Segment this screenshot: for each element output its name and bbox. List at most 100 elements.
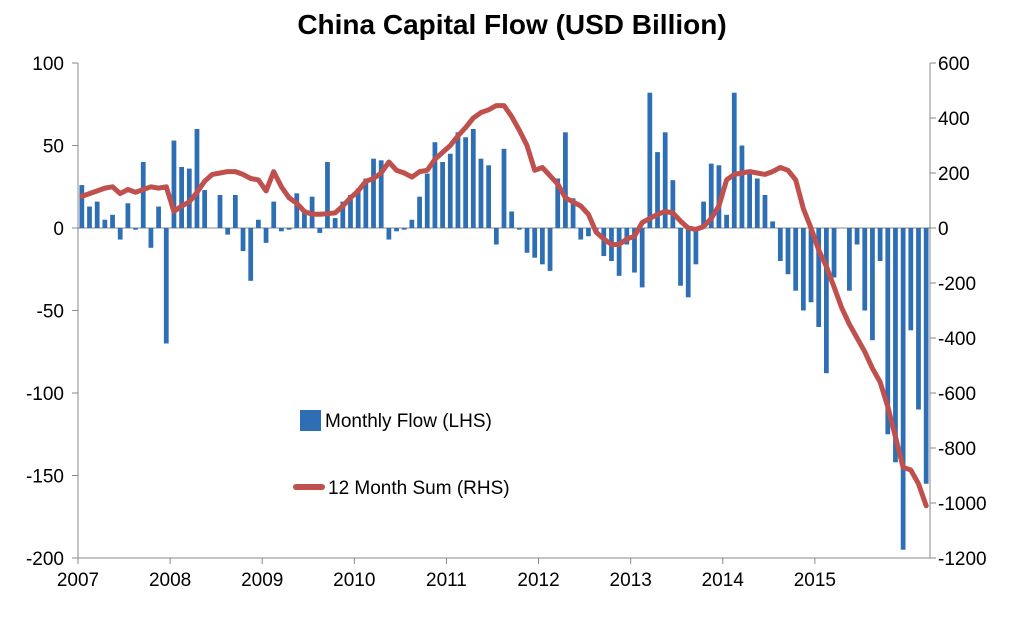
bar: [493, 228, 499, 245]
bar: [785, 228, 791, 275]
bar: [248, 228, 254, 281]
bar: [432, 142, 438, 228]
bar: [263, 228, 269, 243]
bar: [110, 214, 115, 228]
bar: [102, 219, 108, 228]
bar: [701, 201, 706, 228]
bar: [94, 201, 100, 228]
chart-title: China Capital Flow (USD Billion): [297, 9, 726, 40]
bar: [586, 228, 591, 237]
x-tick-label: 2015: [794, 570, 836, 591]
bar: [363, 178, 369, 228]
bar: [624, 228, 630, 245]
left-tick-label: -150: [26, 467, 64, 488]
bar: [302, 211, 307, 228]
bar: [394, 228, 399, 232]
bar: [286, 228, 292, 230]
bar: [747, 171, 753, 228]
bar: [655, 152, 660, 228]
bar: [854, 228, 860, 245]
bar: [632, 228, 637, 273]
x-tick-label: 2011: [426, 570, 467, 591]
bar: [225, 228, 231, 235]
right-tick-label: 200: [938, 164, 970, 185]
legend-label-bar: Monthly Flow (LHS): [325, 411, 492, 432]
bar: [754, 178, 760, 228]
x-tick-label: 2007: [57, 570, 99, 591]
left-tick-label: 100: [32, 54, 64, 75]
bar: [470, 129, 476, 228]
bar: [524, 228, 530, 253]
bar: [501, 148, 507, 228]
bar: [793, 228, 799, 291]
bar: [762, 195, 768, 228]
axes: 100 50 0 -50 -100 -150 -200 600 400 200 0 -200 -400 -…: [26, 54, 987, 591]
bar: [547, 228, 553, 271]
bar: [831, 228, 837, 278]
bar: [685, 228, 691, 298]
bar: [616, 228, 622, 276]
right-tick-label: -800: [938, 439, 976, 460]
bar: [816, 228, 822, 327]
bars-group: [79, 92, 929, 550]
bar: [424, 173, 430, 228]
bar: [447, 153, 453, 228]
bar: [670, 180, 676, 228]
bar: [893, 228, 898, 463]
bar: [532, 228, 538, 258]
bar: [770, 221, 776, 228]
bar: [731, 92, 737, 228]
right-tick-label: -1000: [938, 494, 987, 515]
right-tick-label: -600: [938, 384, 976, 405]
bar: [340, 201, 346, 228]
bar: [332, 218, 338, 228]
bar: [279, 228, 284, 232]
bar: [87, 206, 92, 228]
bar: [79, 185, 85, 228]
bar: [516, 228, 522, 230]
bar: [255, 219, 261, 228]
bar: [232, 195, 238, 228]
x-tick-label: 2013: [610, 570, 652, 591]
bar: [847, 228, 852, 291]
bar: [125, 203, 131, 228]
bar: [647, 92, 653, 228]
bar: [409, 219, 415, 228]
bar: [179, 166, 185, 228]
x-tick-label: 2009: [241, 570, 283, 591]
bar: [463, 137, 469, 228]
bar: [371, 158, 376, 228]
bar: [578, 228, 584, 240]
bar: [417, 196, 422, 228]
bar: [800, 228, 806, 311]
right-tick-label: 600: [938, 54, 970, 75]
bar: [133, 228, 138, 230]
x-tick-label: 2012: [517, 570, 559, 591]
legend: Monthly Flow (LHS) 12 Month Sum (RHS): [293, 410, 510, 499]
bar: [386, 228, 392, 240]
right-tick-label: -200: [938, 274, 976, 295]
bar: [217, 195, 223, 228]
bar: [140, 162, 146, 228]
bar: [440, 162, 445, 228]
bar: [348, 195, 353, 228]
bar: [870, 228, 875, 341]
bar: [563, 132, 568, 228]
right-tick-label: 0: [938, 219, 949, 240]
bar: [317, 228, 323, 233]
x-tick-label: 2014: [702, 570, 745, 591]
bar: [148, 228, 154, 248]
right-tick-label: -1200: [938, 549, 987, 570]
bar: [240, 228, 246, 252]
bar: [639, 228, 645, 288]
bar: [294, 193, 300, 228]
left-tick-label: 50: [43, 137, 64, 158]
bar: [355, 188, 361, 228]
bar: [325, 162, 330, 228]
bar: [678, 228, 683, 286]
bar: [486, 165, 492, 228]
bar: [401, 228, 407, 230]
bar: [194, 129, 200, 228]
bar: [908, 228, 914, 331]
